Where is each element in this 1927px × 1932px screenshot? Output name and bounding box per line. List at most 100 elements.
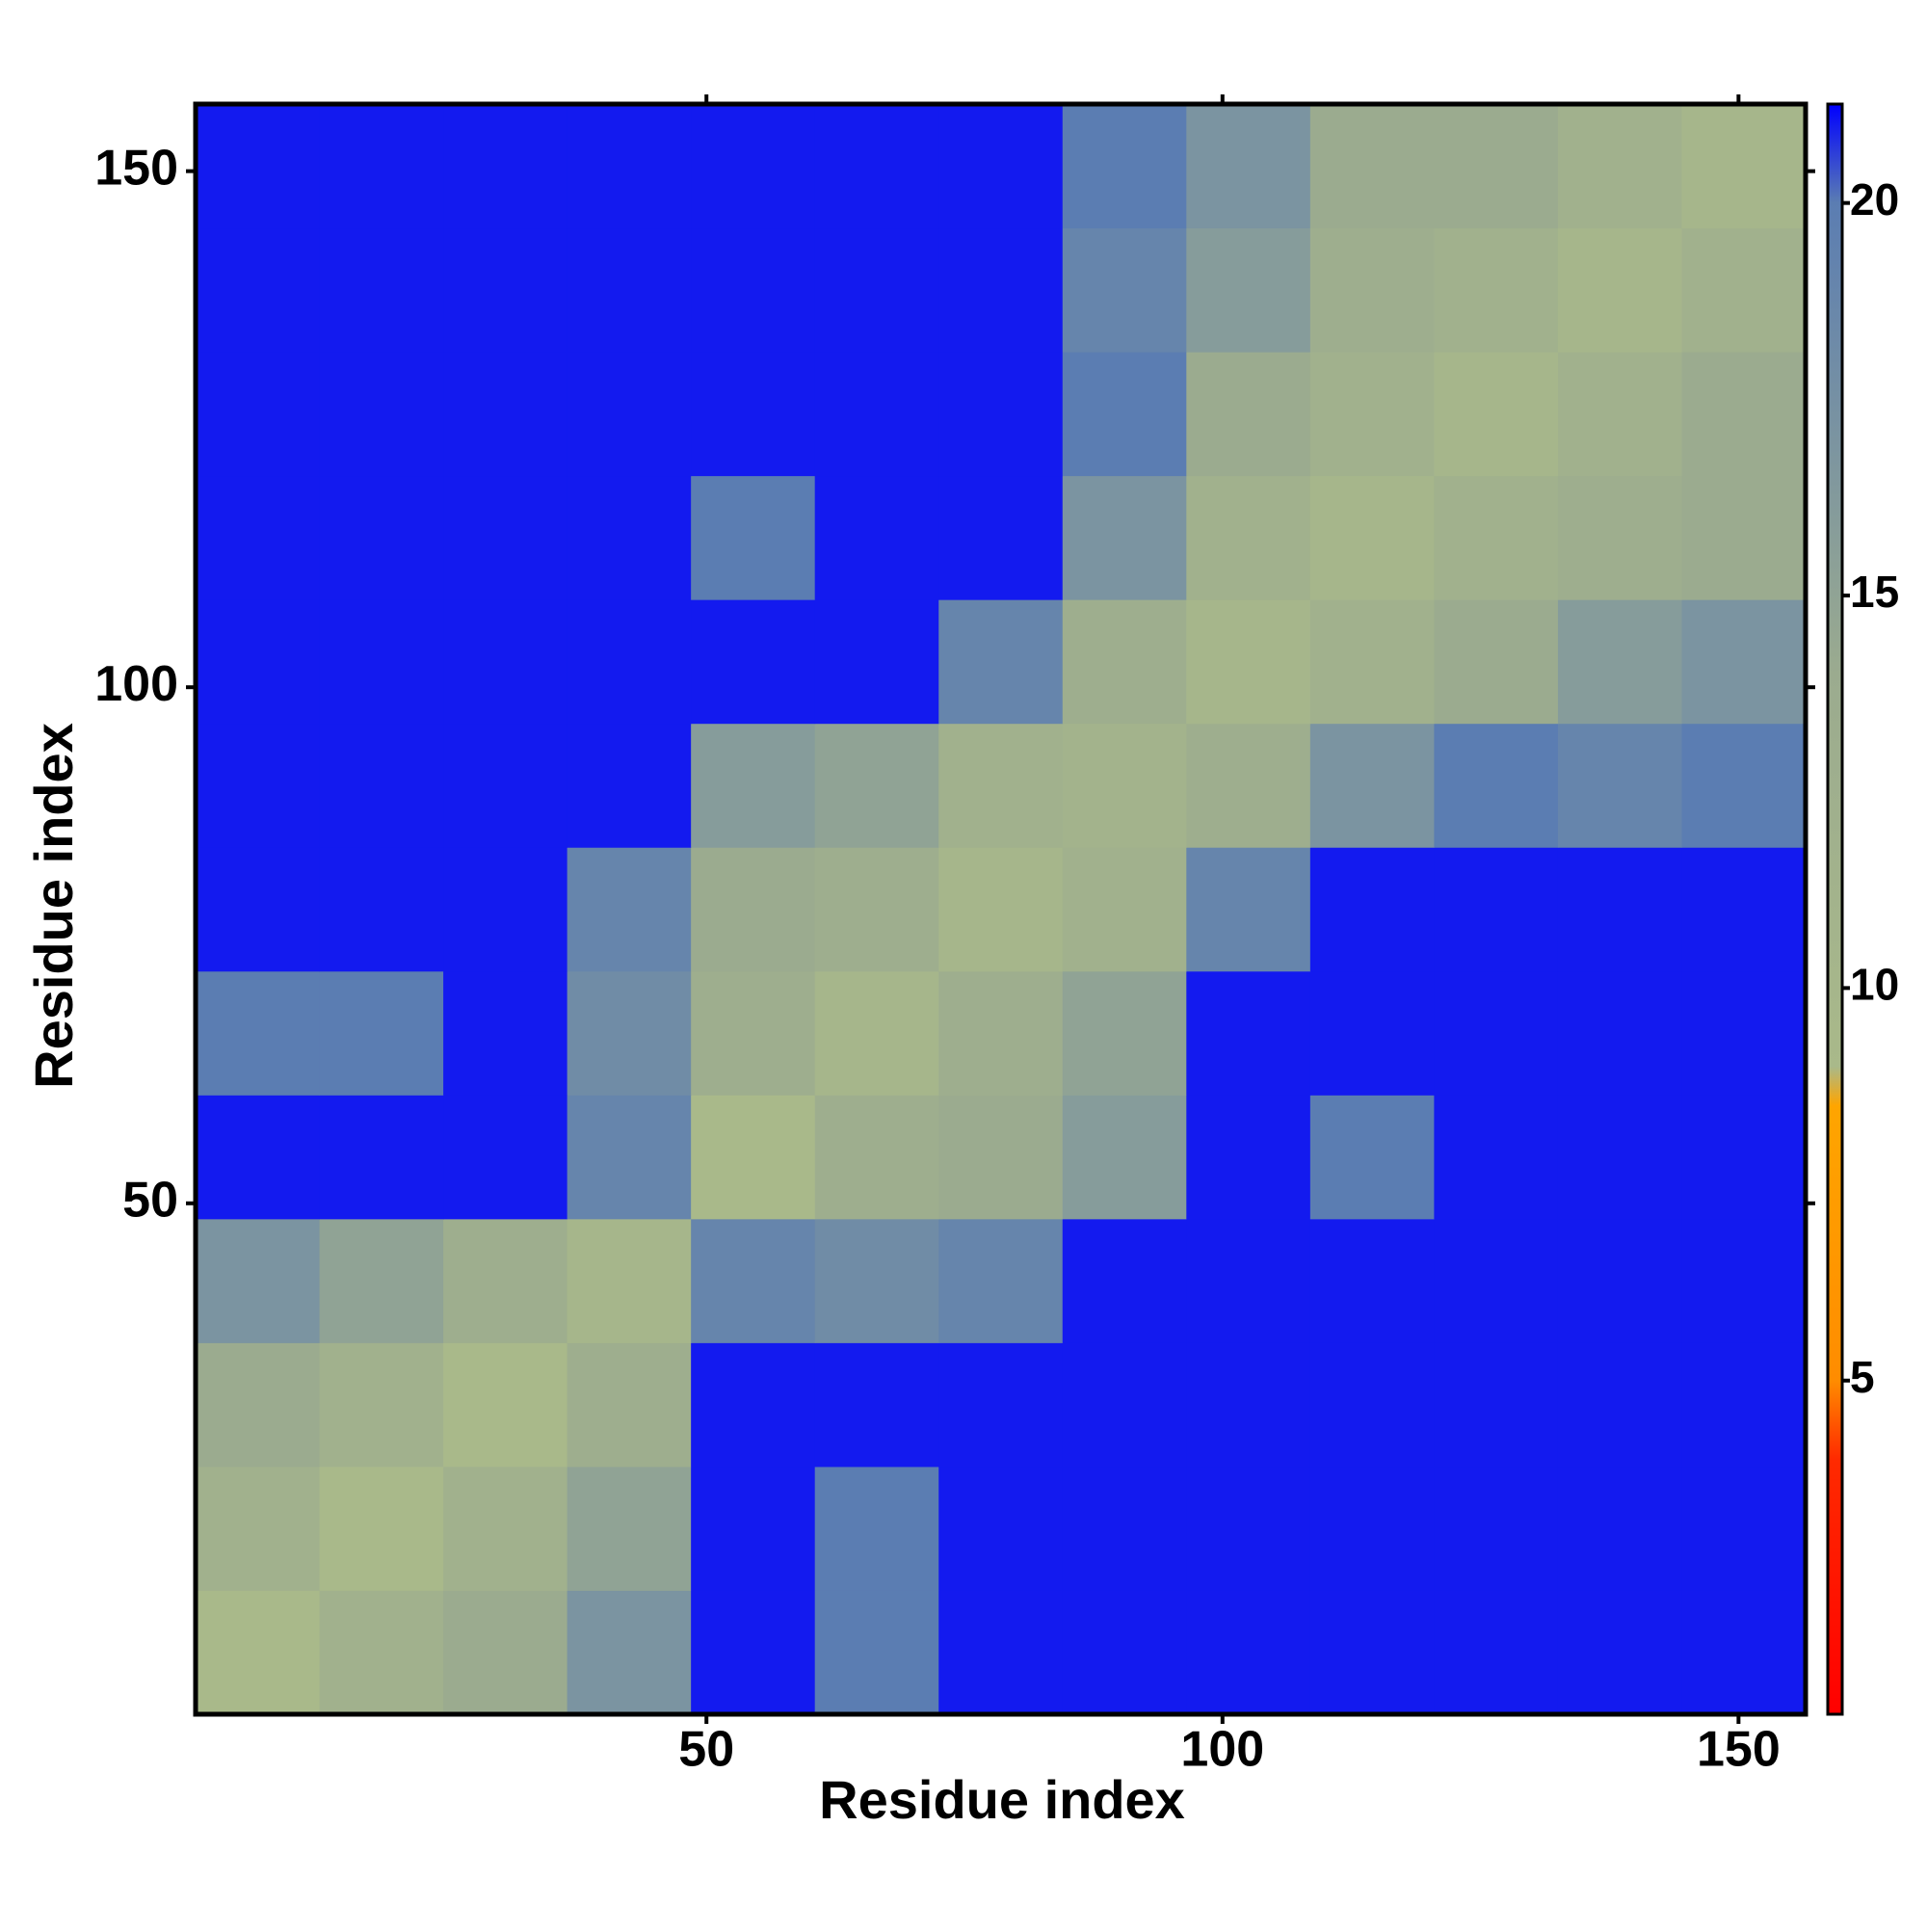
x-axis-title: Residue index xyxy=(819,1769,1185,1830)
heatmap-cell xyxy=(1557,1342,1682,1468)
heatmap-cell xyxy=(567,1095,692,1220)
heatmap-cell xyxy=(814,970,939,1096)
heatmap-cell xyxy=(1434,475,1559,600)
heatmap-cell xyxy=(1557,1218,1682,1343)
heatmap-cell xyxy=(1186,599,1311,725)
heatmap-cell xyxy=(567,970,692,1096)
heatmap-cell xyxy=(1186,475,1311,600)
heatmap-cell xyxy=(1309,723,1435,848)
heatmap-cell xyxy=(1434,1466,1559,1591)
heatmap-cell xyxy=(1062,1218,1187,1343)
heatmap-cell xyxy=(1309,970,1435,1096)
colorbar-tick-label: 15 xyxy=(1850,567,1899,617)
heatmap-cell xyxy=(1681,723,1807,848)
heatmap-cell xyxy=(814,1590,939,1715)
heatmap-cell xyxy=(1681,1466,1807,1591)
heatmap-cell xyxy=(567,104,692,229)
heatmap-cell xyxy=(938,1095,1064,1220)
heatmap-cell xyxy=(196,352,321,477)
heatmap-cell xyxy=(443,1466,568,1591)
heatmap-cell xyxy=(691,352,816,477)
x-tick-label: 50 xyxy=(678,1722,734,1778)
heatmap-cell xyxy=(196,227,321,353)
heatmap-cell xyxy=(443,970,568,1096)
heatmap-cell xyxy=(1434,723,1559,848)
x-tick-label: 150 xyxy=(1697,1722,1781,1778)
heatmap-cell xyxy=(1186,723,1311,848)
heatmap-cell xyxy=(319,104,444,229)
heatmap-cell xyxy=(1681,104,1807,229)
heatmap-cell xyxy=(319,227,444,353)
x-tick-label: 100 xyxy=(1180,1722,1264,1778)
heatmap-cell xyxy=(691,227,816,353)
heatmap-cell xyxy=(1681,1095,1807,1220)
heatmap-cell xyxy=(319,475,444,600)
heatmap-cell xyxy=(938,227,1064,353)
heatmap-cell xyxy=(443,599,568,725)
y-tick-label: 100 xyxy=(94,656,178,712)
heatmap-cell xyxy=(319,1342,444,1468)
heatmap-cell xyxy=(1062,1095,1187,1220)
heatmap-cell xyxy=(1681,1590,1807,1715)
heatmap-cell xyxy=(1062,723,1187,848)
heatmap-cell xyxy=(1681,475,1807,600)
heatmap-cell xyxy=(567,1218,692,1343)
heatmap-cell xyxy=(1557,1590,1682,1715)
heatmap-cell xyxy=(443,723,568,848)
heatmap-cell xyxy=(567,1342,692,1468)
heatmap-cell xyxy=(938,599,1064,725)
heatmap-cell xyxy=(814,1095,939,1220)
heatmap-cell xyxy=(1434,227,1559,353)
heatmap-cell xyxy=(196,1466,321,1591)
heatmap-cell xyxy=(1681,599,1807,725)
heatmap-cell xyxy=(691,847,816,972)
heatmap-cell xyxy=(1062,970,1187,1096)
heatmap-cell xyxy=(1062,352,1187,477)
heatmap-cell xyxy=(319,1095,444,1220)
heatmap-cell xyxy=(814,475,939,600)
heatmap-cell xyxy=(1434,1095,1559,1220)
heatmap-cell xyxy=(319,723,444,848)
heatmap-cell xyxy=(443,227,568,353)
heatmap-cell xyxy=(319,1590,444,1715)
colorbar-tick-label: 5 xyxy=(1850,1352,1875,1402)
heatmap-cell xyxy=(1309,1342,1435,1468)
colorbar-tick-label: 10 xyxy=(1850,960,1899,1010)
heatmap-cell xyxy=(814,352,939,477)
heatmap-cell xyxy=(567,1590,692,1715)
heatmap-cell xyxy=(443,475,568,600)
heatmap-cell xyxy=(567,723,692,848)
heatmap-cell xyxy=(1681,352,1807,477)
heatmap-cell xyxy=(1434,352,1559,477)
heatmap-cell xyxy=(938,1342,1064,1468)
plot-frame xyxy=(193,101,1808,1717)
heatmap-cell xyxy=(443,1218,568,1343)
heatmap-cell xyxy=(443,352,568,477)
heatmap-cell xyxy=(567,475,692,600)
heatmap-cell xyxy=(319,1218,444,1343)
y-tick-label: 50 xyxy=(122,1173,178,1229)
heatmap-cell xyxy=(319,599,444,725)
heatmap-cell xyxy=(814,104,939,229)
heatmap-cell xyxy=(1062,104,1187,229)
heatmap-cell xyxy=(1186,970,1311,1096)
heatmap-cell xyxy=(196,1218,321,1343)
heatmap-cell xyxy=(196,723,321,848)
heatmap-cell xyxy=(1557,475,1682,600)
heatmap-cell xyxy=(443,847,568,972)
heatmap-cell xyxy=(1557,227,1682,353)
heatmap-cell xyxy=(938,352,1064,477)
heatmap-cell xyxy=(1309,847,1435,972)
heatmap-cell xyxy=(1309,475,1435,600)
heatmap-cell xyxy=(1557,599,1682,725)
heatmap-cell xyxy=(1062,1342,1187,1468)
heatmap-cell xyxy=(1681,227,1807,353)
heatmap-cell xyxy=(1309,1466,1435,1591)
heatmap-cell xyxy=(691,1342,816,1468)
heatmap-cell xyxy=(1186,847,1311,972)
heatmap-cell xyxy=(1434,599,1559,725)
heatmap-cell xyxy=(196,599,321,725)
heatmap-cell xyxy=(1681,970,1807,1096)
heatmap-cell xyxy=(814,599,939,725)
